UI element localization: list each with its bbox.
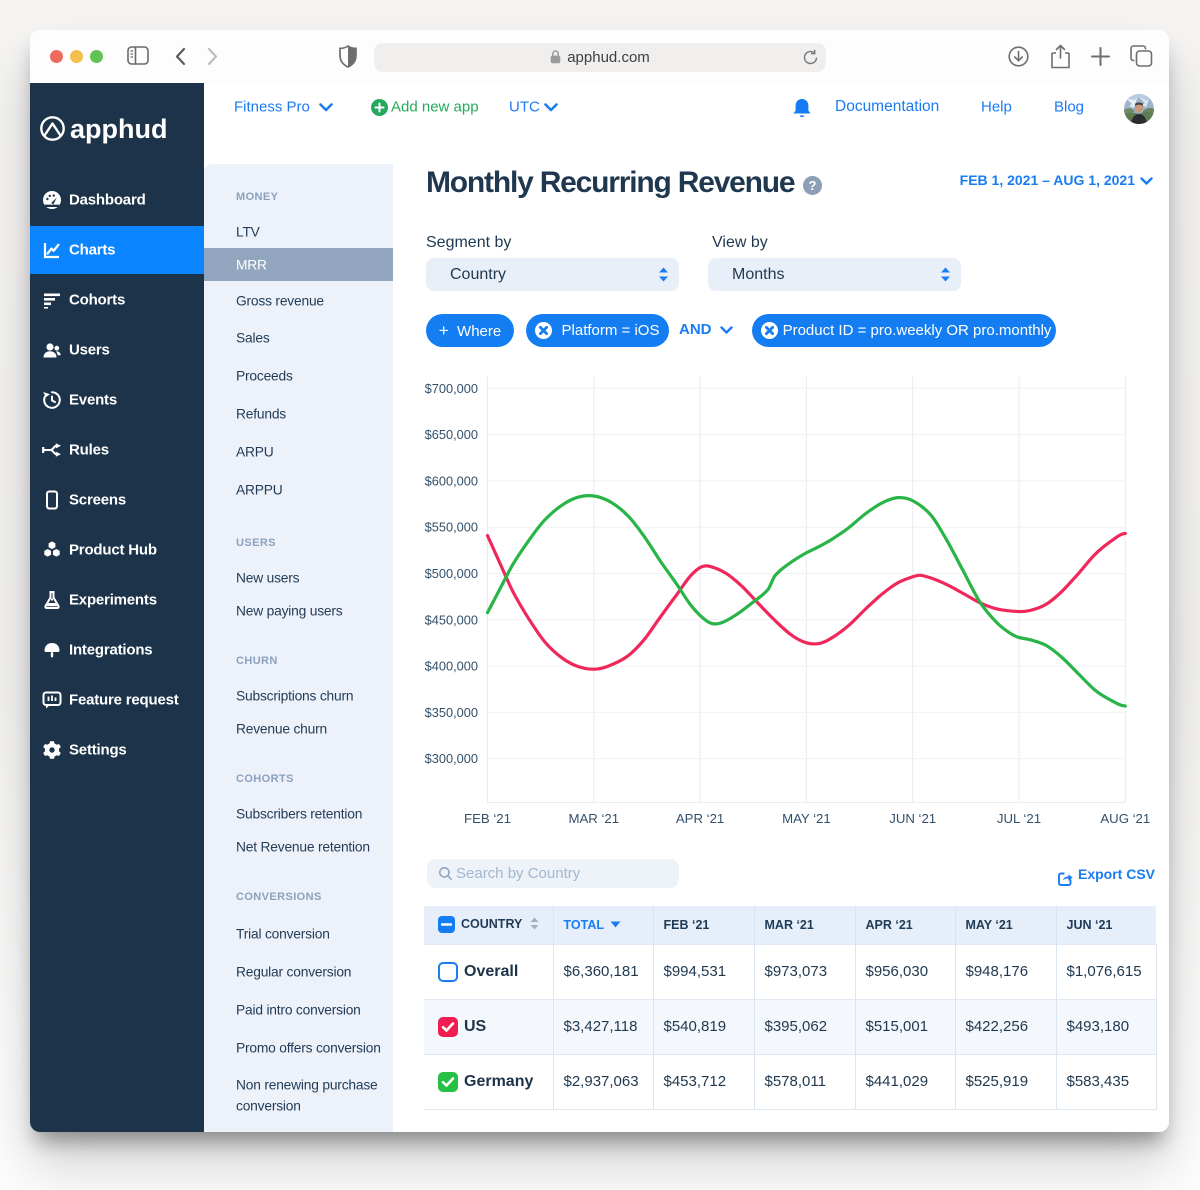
svg-text:$550,000: $550,000: [425, 520, 478, 535]
svg-text:MAY ‘21: MAY ‘21: [782, 811, 831, 826]
svg-text:MAR ‘21: MAR ‘21: [569, 811, 620, 826]
svg-text:$600,000: $600,000: [425, 473, 478, 488]
svg-text:JUL ‘21: JUL ‘21: [997, 811, 1041, 826]
svg-text:$450,000: $450,000: [425, 612, 478, 627]
svg-text:AUG ‘21: AUG ‘21: [1100, 811, 1150, 826]
svg-text:$500,000: $500,000: [425, 566, 478, 581]
svg-text:JUN ‘21: JUN ‘21: [889, 811, 936, 826]
svg-text:$350,000: $350,000: [425, 705, 478, 720]
svg-text:$300,000: $300,000: [425, 751, 478, 766]
svg-text:APR ‘21: APR ‘21: [676, 811, 724, 826]
svg-text:$650,000: $650,000: [425, 427, 478, 442]
svg-text:FEB ‘21: FEB ‘21: [464, 811, 511, 826]
svg-text:$400,000: $400,000: [425, 659, 478, 674]
svg-text:$700,000: $700,000: [425, 381, 478, 396]
